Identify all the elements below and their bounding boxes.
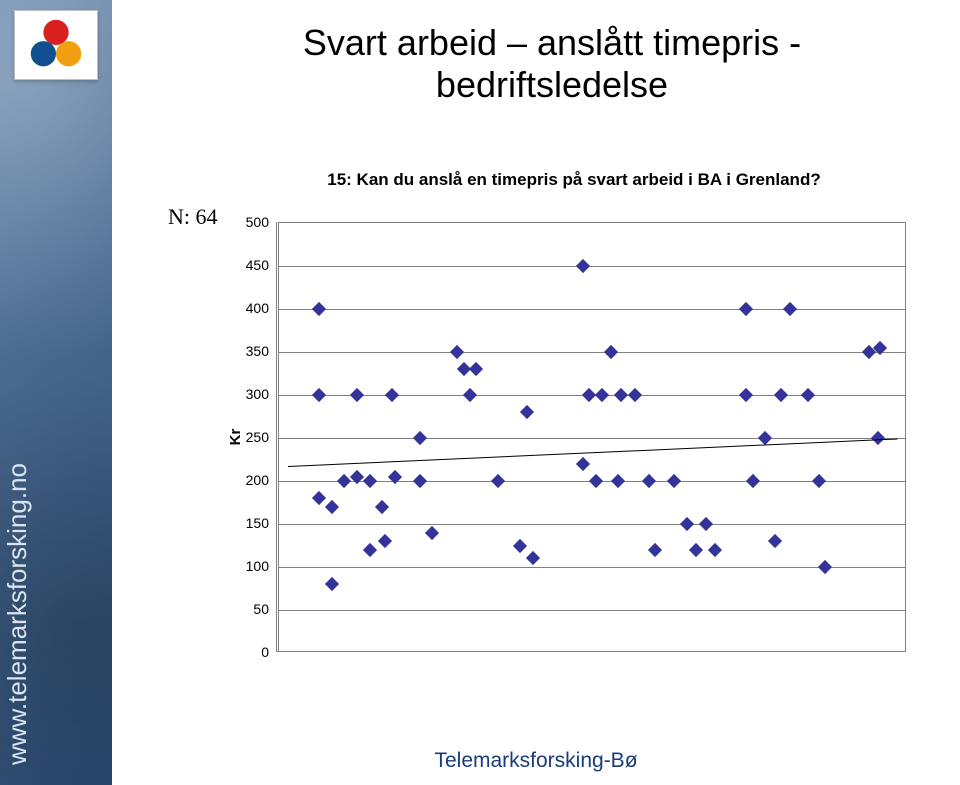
- sidebar-url: www.telemarksforsking.no: [2, 463, 33, 765]
- main: Svart arbeid – anslått timepris - bedrif…: [112, 0, 960, 785]
- page-title: Svart arbeid – anslått timepris - bedrif…: [172, 22, 932, 106]
- y-tick-label: 350: [246, 343, 269, 359]
- y-tick-label: 200: [246, 472, 269, 488]
- y-tick-label: 0: [261, 644, 269, 660]
- footer: Telemarksforsking-Bø: [112, 749, 960, 773]
- y-tick-label: 300: [246, 386, 269, 402]
- n-label: N: 64: [168, 204, 218, 230]
- y-axis-label: Kr: [227, 428, 244, 445]
- chart: 15: Kan du anslå en timepris på svart ar…: [224, 170, 924, 670]
- y-tick-label: 150: [246, 515, 269, 531]
- logo: [14, 10, 98, 80]
- y-tick-label: 450: [246, 257, 269, 273]
- sidebar: www.telemarksforsking.no: [0, 0, 112, 785]
- chart-title: 15: Kan du anslå en timepris på svart ar…: [224, 170, 924, 190]
- title-line-1: Svart arbeid – anslått timepris -: [172, 22, 932, 64]
- plot-axes: Kr 050100150200250300350400450500: [276, 222, 906, 652]
- y-tick-label: 250: [246, 429, 269, 445]
- y-tick-label: 500: [246, 214, 269, 230]
- title-line-2: bedriftsledelse: [172, 64, 932, 106]
- y-tick-label: 100: [246, 558, 269, 574]
- y-tick-label: 400: [246, 300, 269, 316]
- y-tick-label: 50: [253, 601, 269, 617]
